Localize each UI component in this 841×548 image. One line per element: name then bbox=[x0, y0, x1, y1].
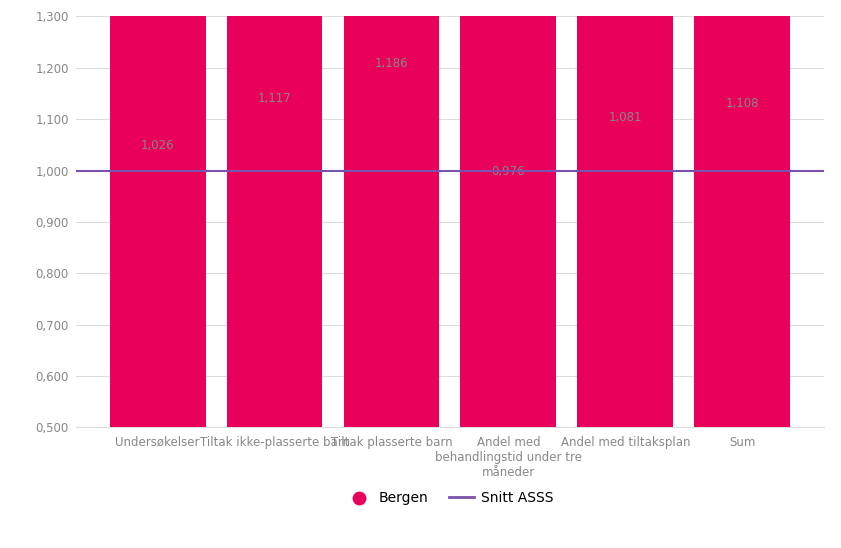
Text: 1,117: 1,117 bbox=[257, 92, 292, 105]
Legend: Bergen, Snitt ASSS: Bergen, Snitt ASSS bbox=[341, 486, 559, 511]
Text: 0,976: 0,976 bbox=[492, 165, 526, 178]
Bar bbox=[226, 0, 322, 427]
Bar bbox=[578, 0, 674, 427]
Bar bbox=[695, 0, 791, 427]
Text: 1,081: 1,081 bbox=[609, 111, 642, 124]
Text: 1,026: 1,026 bbox=[140, 139, 174, 152]
Bar bbox=[343, 0, 439, 427]
Text: 1,186: 1,186 bbox=[374, 57, 408, 70]
Text: 1,108: 1,108 bbox=[726, 97, 759, 110]
Bar bbox=[461, 0, 557, 427]
Bar bbox=[109, 0, 205, 427]
